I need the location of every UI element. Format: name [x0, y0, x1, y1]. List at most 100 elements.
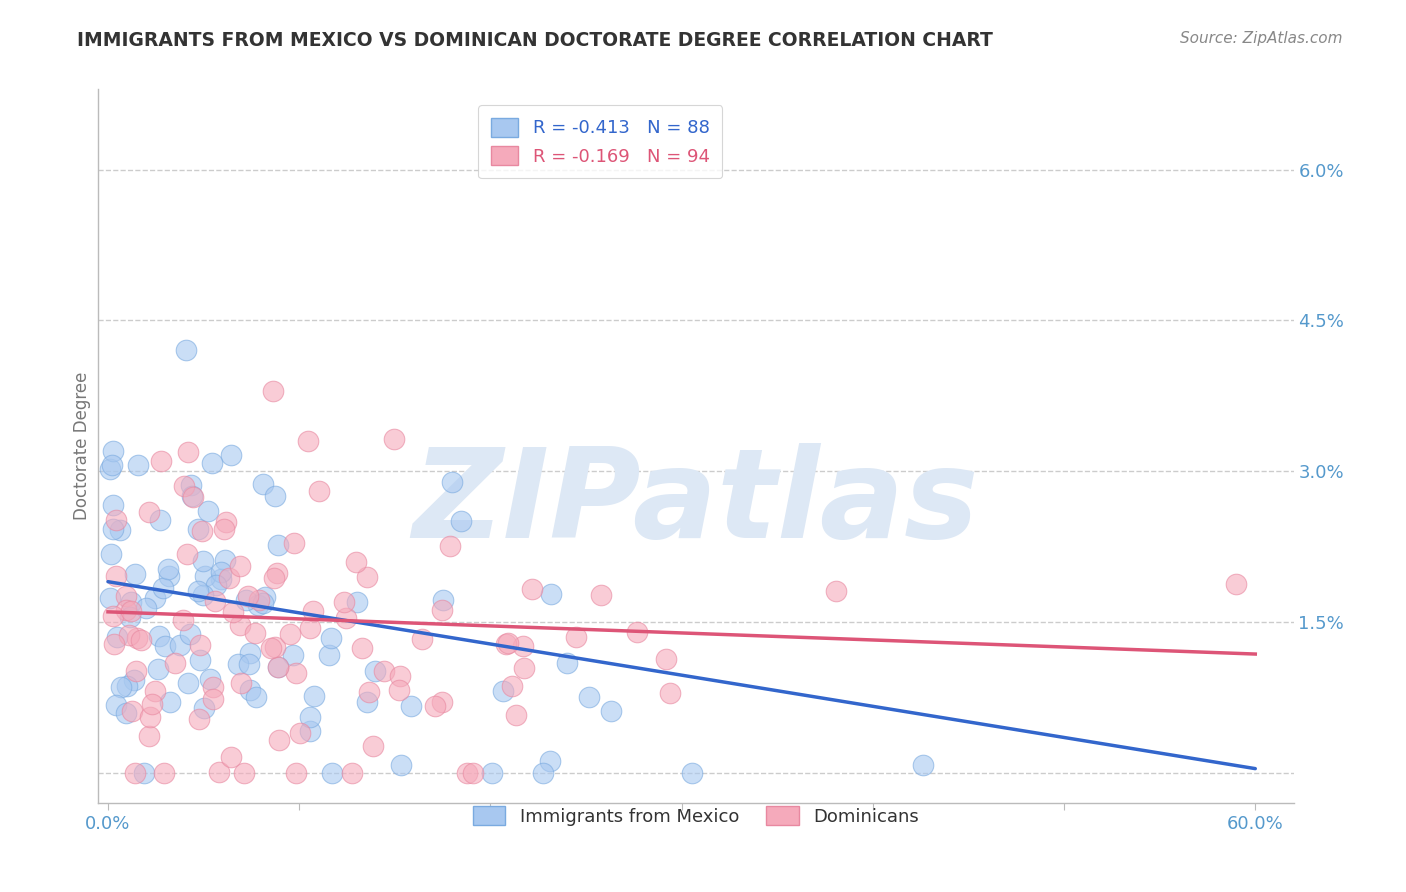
Point — [267, 538, 290, 552]
Point — [238, 657, 260, 671]
Point — [176, 547, 198, 561]
Point — [208, 765, 231, 780]
Point — [346, 595, 368, 609]
Y-axis label: Doctorate Degree: Doctorate Degree — [73, 372, 91, 520]
Point — [152, 581, 174, 595]
Point — [318, 648, 340, 663]
Point — [432, 592, 454, 607]
Point — [232, 765, 254, 780]
Point — [209, 572, 232, 586]
Point — [181, 489, 204, 503]
Point — [388, 682, 411, 697]
Point — [98, 591, 121, 605]
Point — [540, 587, 562, 601]
Point — [1225, 577, 1247, 591]
Point — [174, 343, 197, 357]
Point — [143, 591, 166, 605]
Point — [278, 627, 301, 641]
Point — [110, 680, 132, 694]
Point — [252, 596, 274, 610]
Point — [382, 432, 405, 446]
Point — [284, 765, 307, 780]
Point — [104, 569, 127, 583]
Point — [169, 638, 191, 652]
Point — [565, 630, 588, 644]
Point — [363, 664, 385, 678]
Point — [269, 733, 291, 747]
Point — [115, 679, 138, 693]
Point — [153, 640, 176, 654]
Point — [135, 600, 157, 615]
Point — [120, 604, 142, 618]
Point — [101, 522, 124, 536]
Point — [302, 604, 325, 618]
Point — [138, 729, 160, 743]
Point — [105, 513, 128, 527]
Point — [263, 571, 285, 585]
Point — [127, 458, 149, 473]
Point — [302, 690, 325, 704]
Point — [141, 697, 163, 711]
Point — [103, 637, 125, 651]
Point — [267, 660, 290, 674]
Point — [177, 445, 200, 459]
Point — [344, 555, 367, 569]
Point — [245, 690, 267, 704]
Point — [411, 632, 433, 646]
Point — [173, 479, 195, 493]
Point — [179, 627, 201, 641]
Point — [132, 765, 155, 780]
Point — [332, 594, 354, 608]
Point — [288, 726, 311, 740]
Point — [201, 456, 224, 470]
Point — [115, 603, 138, 617]
Point — [104, 698, 127, 712]
Point — [204, 594, 226, 608]
Point — [599, 704, 621, 718]
Point — [450, 514, 472, 528]
Point — [441, 475, 464, 490]
Point — [229, 559, 252, 574]
Point — [148, 629, 170, 643]
Point — [139, 709, 162, 723]
Point — [373, 664, 395, 678]
Point — [531, 765, 554, 780]
Point — [681, 765, 703, 780]
Point — [243, 626, 266, 640]
Point — [335, 610, 357, 624]
Point — [505, 708, 527, 723]
Point — [356, 570, 378, 584]
Point — [298, 710, 321, 724]
Point — [626, 624, 648, 639]
Point — [181, 490, 204, 504]
Point — [260, 641, 283, 656]
Point — [253, 591, 276, 605]
Point — [492, 684, 515, 698]
Point — [201, 680, 224, 694]
Point — [555, 656, 578, 670]
Legend: Immigrants from Mexico, Dominicans: Immigrants from Mexico, Dominicans — [465, 799, 927, 833]
Point — [215, 515, 238, 529]
Point — [187, 522, 209, 536]
Point — [285, 666, 308, 681]
Point — [430, 603, 453, 617]
Point — [212, 522, 235, 536]
Point — [98, 462, 121, 476]
Point — [121, 704, 143, 718]
Point — [308, 484, 330, 499]
Point — [262, 384, 284, 398]
Point — [122, 673, 145, 687]
Point — [456, 765, 478, 780]
Point — [342, 765, 364, 780]
Point — [118, 628, 141, 642]
Point — [194, 568, 217, 582]
Point — [159, 695, 181, 709]
Point — [163, 657, 186, 671]
Point — [101, 608, 124, 623]
Point — [659, 686, 682, 700]
Point — [124, 765, 146, 780]
Point — [299, 621, 322, 635]
Point — [188, 638, 211, 652]
Point — [152, 765, 174, 780]
Point — [149, 454, 172, 468]
